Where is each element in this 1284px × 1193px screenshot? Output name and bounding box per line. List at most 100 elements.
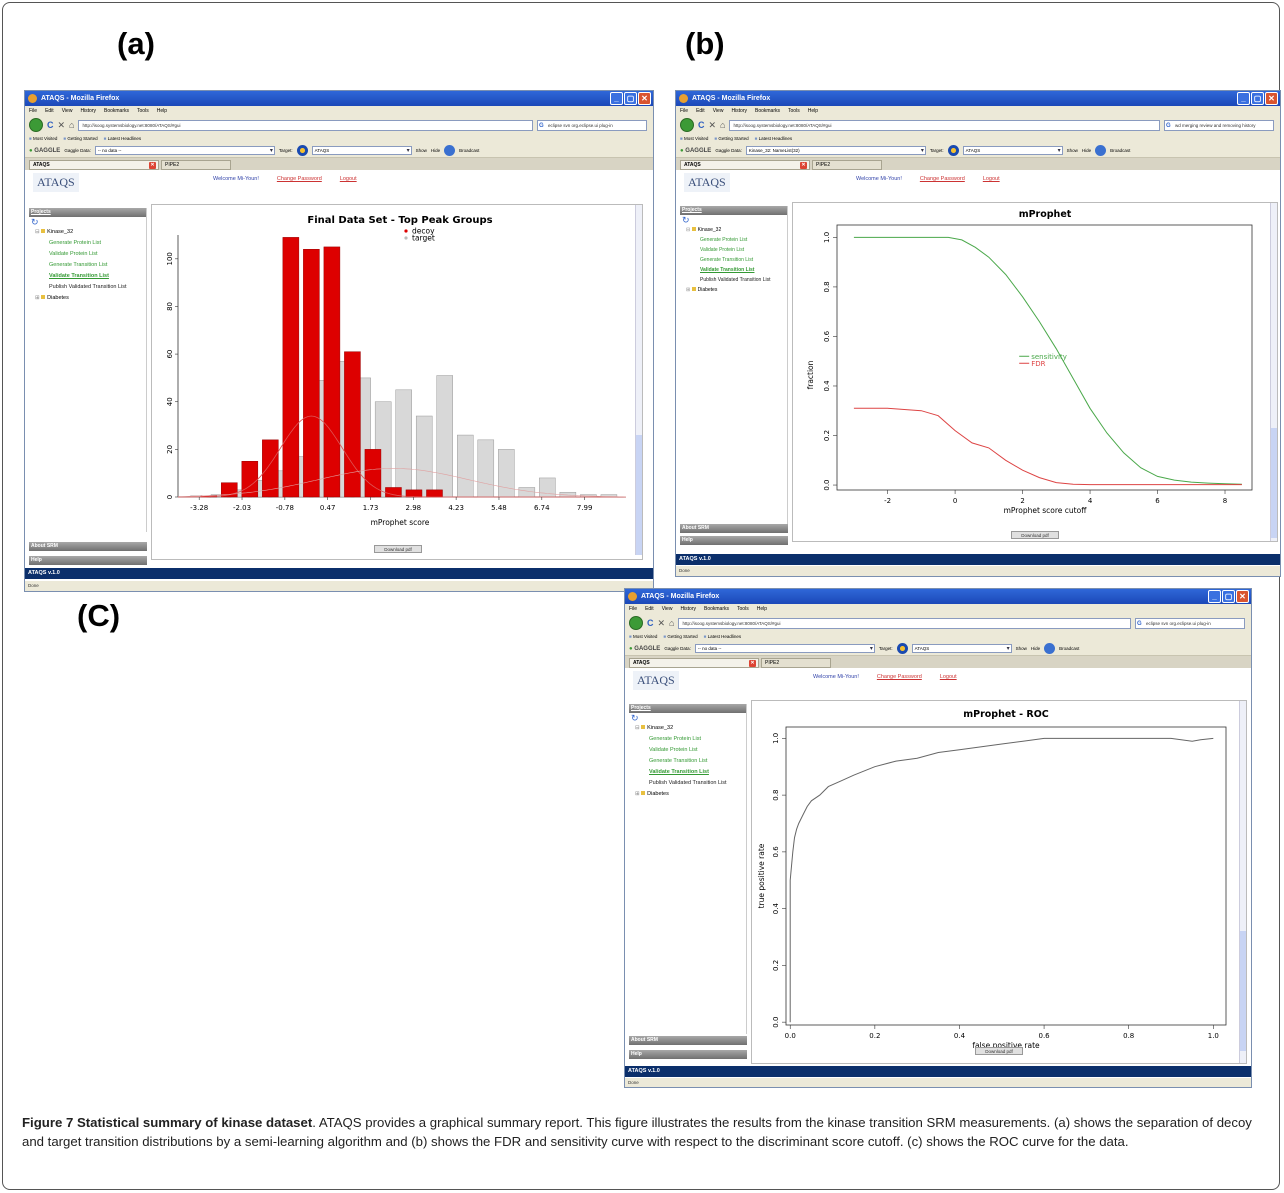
projects-header[interactable]: Projects [629,704,746,713]
menu-view[interactable]: View [61,108,73,114]
minimize-button[interactable]: _ [1208,590,1221,603]
help-header[interactable]: Help [29,556,147,565]
stop-icon[interactable]: ✕ [657,618,666,628]
logout-link[interactable]: Logout [982,176,1000,182]
help-header[interactable]: Help [680,536,788,545]
menu-edit[interactable]: Edit [696,108,705,114]
bookmark-getting-started[interactable]: Getting Started [714,134,748,144]
tree-item-generate-transition[interactable]: Generate Transition List [700,257,754,263]
close-button[interactable]: ✕ [1265,92,1278,105]
menu-file[interactable]: File [629,606,638,612]
vertical-scrollbar[interactable] [1239,701,1246,1063]
gaggle-data-select[interactable]: Kinase_32: NameList(32) [745,146,926,155]
maximize-button[interactable]: ▢ [624,92,637,105]
refresh-icon[interactable]: ↻ [631,713,639,723]
gaggle-data-select[interactable]: -- no data -- [94,146,275,155]
menu-tools[interactable]: Tools [788,108,800,114]
broadcast-icon[interactable] [1095,145,1107,156]
target-select[interactable]: ATAQS [911,644,1012,653]
minimize-button[interactable]: _ [610,92,623,105]
close-button[interactable]: ✕ [638,92,651,105]
reload-icon[interactable]: C [647,618,654,628]
tree-root-diabetes[interactable]: Diabetes [686,285,787,295]
refresh-icon[interactable]: ↻ [31,217,39,227]
change-password-link[interactable]: Change Password [276,176,322,182]
menu-history[interactable]: History [731,108,747,114]
stop-icon[interactable]: ✕ [57,120,66,130]
menu-bookmarks[interactable]: Bookmarks [755,108,781,114]
tab-close-icon[interactable]: ✕ [800,162,807,169]
tab-ataqs[interactable]: ATAQS ✕ [29,160,159,170]
tree-item-publish[interactable]: Publish Validated Transition List [49,284,127,290]
home-icon[interactable]: ⌂ [669,618,675,628]
target-select[interactable]: ATAQS [962,146,1063,155]
bookmark-latest-headlines[interactable]: Latest Headlines [704,632,742,642]
broadcast-button[interactable]: Broadcast [1059,646,1080,651]
about-srm-header[interactable]: About SRM [29,542,147,551]
search-input[interactable]: wd merging review and removing history [1164,119,1274,131]
logout-link[interactable]: Logout [939,674,957,680]
menu-tools[interactable]: Tools [137,108,149,114]
tree-root-kinase[interactable]: Kinase_32 [35,227,146,238]
about-srm-header[interactable]: About SRM [629,1036,747,1045]
tree-item-generate-transition[interactable]: Generate Transition List [649,758,708,764]
download-pdf-button[interactable]: Download pdf [975,1047,1023,1055]
show-button[interactable]: Show [1066,148,1078,153]
logout-link[interactable]: Logout [339,176,357,182]
tree-item-validate-protein[interactable]: Validate Protein List [49,251,98,257]
help-header[interactable]: Help [629,1050,747,1059]
home-icon[interactable]: ⌂ [720,120,726,130]
tree-item-validate-protein[interactable]: Validate Protein List [649,747,698,753]
reload-icon[interactable]: C [47,120,54,130]
menu-history[interactable]: History [80,108,96,114]
url-input[interactable]: http://isoog.systemsbiology.net:8080/ATA… [678,617,1131,629]
change-password-link[interactable]: Change Password [919,176,965,182]
back-button[interactable] [29,118,43,132]
back-button[interactable] [629,616,643,630]
tab-close-icon[interactable]: ✕ [149,162,156,169]
maximize-button[interactable]: ▢ [1222,590,1235,603]
bookmark-most-visited[interactable]: Most Visited [680,134,708,144]
search-input[interactable]: eclipse svn org.eclipse.ui plug-in [537,119,647,131]
tree-root-diabetes[interactable]: Diabetes [35,293,146,304]
gaggle-data-select[interactable]: -- no data -- [694,644,875,653]
vertical-scrollbar[interactable] [635,205,642,555]
menu-edit[interactable]: Edit [45,108,54,114]
maximize-button[interactable]: ▢ [1251,92,1264,105]
tree-root-kinase[interactable]: Kinase_32 [686,225,787,235]
scroll-thumb[interactable] [1240,931,1246,1051]
bookmark-latest-headlines[interactable]: Latest Headlines [755,134,793,144]
tree-item-validate-transition[interactable]: Validate Transition List [700,267,755,273]
hide-button[interactable]: Hide [1030,646,1041,651]
refresh-icon[interactable]: ↻ [682,215,690,225]
show-button[interactable]: Show [1015,646,1027,651]
tree-item-publish[interactable]: Publish Validated Transition List [649,780,727,786]
tab-close-icon[interactable]: ✕ [749,660,756,667]
broadcast-icon[interactable] [444,145,456,156]
vertical-scrollbar[interactable] [1270,203,1277,541]
menu-edit[interactable]: Edit [645,606,654,612]
menu-view[interactable]: View [661,606,673,612]
tab-ataqs[interactable]: ATAQS ✕ [629,658,759,668]
menu-file[interactable]: File [680,108,689,114]
bookmark-most-visited[interactable]: Most Visited [29,134,57,144]
tree-item-validate-transition[interactable]: Validate Transition List [649,769,709,775]
stop-icon[interactable]: ✕ [708,120,717,130]
target-select[interactable]: ATAQS [311,146,412,155]
tree-item-generate-transition[interactable]: Generate Transition List [49,262,108,268]
menu-file[interactable]: File [29,108,38,114]
bookmark-most-visited[interactable]: Most Visited [629,632,657,642]
menu-help[interactable]: Help [756,606,767,612]
tree-item-generate-protein[interactable]: Generate Protein List [49,240,101,246]
tab-pipe2[interactable]: PIPE2 [761,658,831,668]
broadcast-button[interactable]: Broadcast [459,148,480,153]
projects-header[interactable]: Projects [680,206,787,215]
search-input[interactable]: eclipse svn org.eclipse.ui plug-in [1135,617,1245,629]
broadcast-button[interactable]: Broadcast [1110,148,1131,153]
menu-bookmarks[interactable]: Bookmarks [104,108,130,114]
close-button[interactable]: ✕ [1236,590,1249,603]
menu-bookmarks[interactable]: Bookmarks [704,606,730,612]
scroll-thumb[interactable] [1271,428,1277,538]
show-button[interactable]: Show [415,148,427,153]
menu-history[interactable]: History [680,606,696,612]
